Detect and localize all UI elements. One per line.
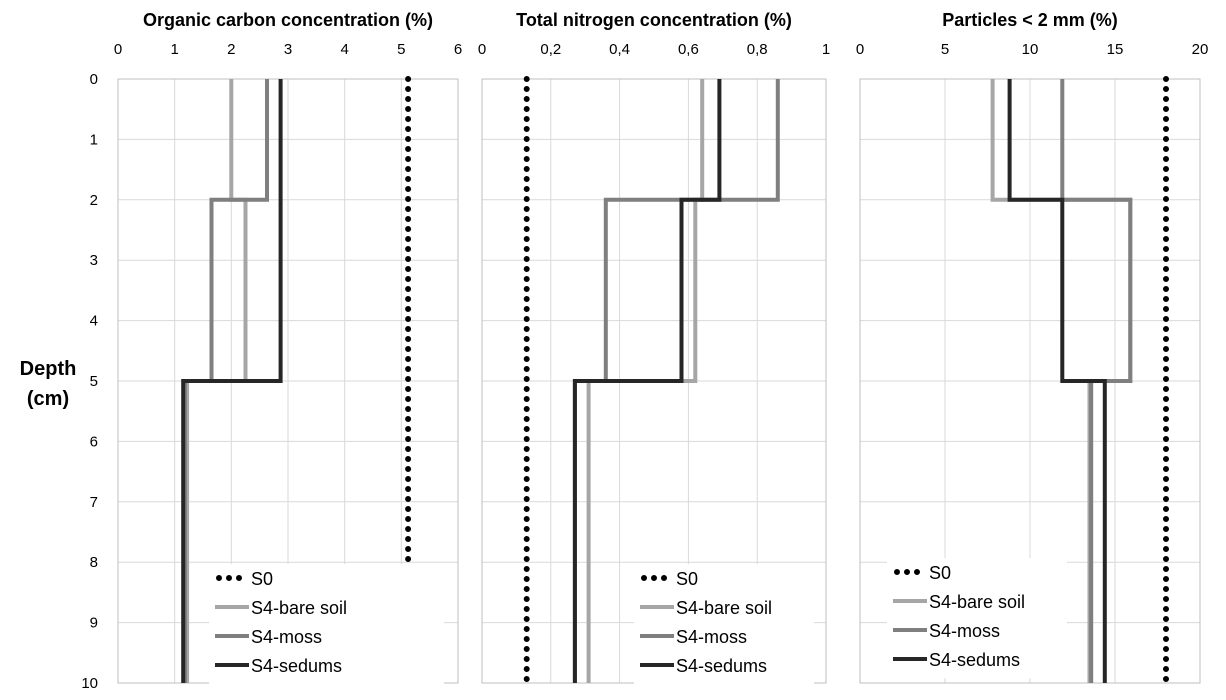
x-tick-label: 0: [856, 41, 864, 58]
legend-label: S0: [676, 569, 698, 589]
series-line-s4-bare-soil: [586, 79, 705, 683]
x-tick-label: 0,4: [609, 41, 630, 58]
y-tick-label: 2: [90, 192, 98, 209]
series-line-s4-sedums: [1007, 79, 1107, 683]
legend-label: S4-sedums: [251, 656, 342, 676]
series-line-s4-moss: [1060, 79, 1133, 683]
legend-label: S4-moss: [929, 621, 1000, 641]
legend-label: S0: [251, 569, 273, 589]
legend-label: S4-bare soil: [251, 598, 347, 618]
x-tick-label: 0,2: [540, 41, 561, 58]
x-tick-label: 10: [1022, 41, 1039, 58]
y-tick-label: 0: [90, 71, 98, 88]
x-tick-label: 6: [454, 41, 462, 58]
x-tick-label: 1: [822, 41, 830, 58]
series-line-s4-sedums: [572, 79, 722, 683]
y-tick-label: 3: [90, 252, 98, 269]
chart-panel-1: Organic carbon concentration (%) 0 1 2 3 4 5 6 0…: [81, 10, 462, 692]
y-axis-label-line1: Depth: [20, 358, 77, 380]
x-tick-label: 5: [941, 41, 949, 58]
legend-label: S4-bare soil: [676, 598, 772, 618]
legend-label: S4-sedums: [929, 650, 1020, 670]
plot-frame: [859, 78, 1201, 684]
y-tick-label: 9: [90, 615, 98, 632]
legend: S0 S4-bare soil S4-moss S4-sedums: [634, 564, 814, 684]
panel-title: Total nitrogen concentration (%): [516, 10, 792, 30]
x-tick-label: 1: [170, 41, 178, 58]
y-tick-label: 6: [90, 433, 98, 450]
x-tick-label: 5: [397, 41, 405, 58]
legend: S0 S4-bare soil S4-moss S4-sedums: [209, 564, 444, 684]
panel-title: Organic carbon concentration (%): [143, 10, 433, 30]
y-tick-label: 1: [90, 131, 98, 148]
y-tick-label: 4: [90, 313, 98, 330]
x-tick-label: 0,8: [747, 41, 768, 58]
chart-panels: Organic carbon concentration (%)0 1 2 3 4 5 60…: [81, 10, 1208, 692]
legend: S0 S4-bare soil S4-moss S4-sedums: [887, 558, 1067, 678]
x-tick-label: 3: [284, 41, 292, 58]
x-tick-label: 15: [1107, 41, 1124, 58]
x-tick-label: 0,6: [678, 41, 699, 58]
y-tick-label: 7: [90, 494, 98, 511]
legend-label: S4-moss: [251, 627, 322, 647]
legend-label: S4-sedums: [676, 656, 767, 676]
series-line-s4-sedums: [181, 79, 283, 683]
chart-panel-3: Particles < 2 mm (%) 0 5 10 15 20 S0 S4-bare so…: [856, 10, 1209, 686]
legend-label: S0: [929, 563, 951, 583]
x-tick-label: 4: [340, 41, 348, 58]
y-tick-label: 5: [90, 373, 98, 390]
legend-label: S4-bare soil: [929, 592, 1025, 612]
x-tick-label: 0: [478, 41, 486, 58]
y-axis-label-line2: (cm): [27, 388, 69, 410]
chart-panel-2: Total nitrogen concentration (%) 0 0,2 0,4 0…: [478, 10, 830, 686]
x-tick-label: 2: [227, 41, 235, 58]
legend-label: S4-moss: [676, 627, 747, 647]
x-tick-label: 0: [114, 41, 122, 58]
series-line-s4-bare-soil: [185, 79, 248, 683]
y-tick-label: 8: [90, 554, 98, 571]
panel-title: Particles < 2 mm (%): [942, 10, 1118, 30]
x-tick-label: 20: [1192, 41, 1209, 58]
y-tick-label: 10: [81, 675, 98, 692]
